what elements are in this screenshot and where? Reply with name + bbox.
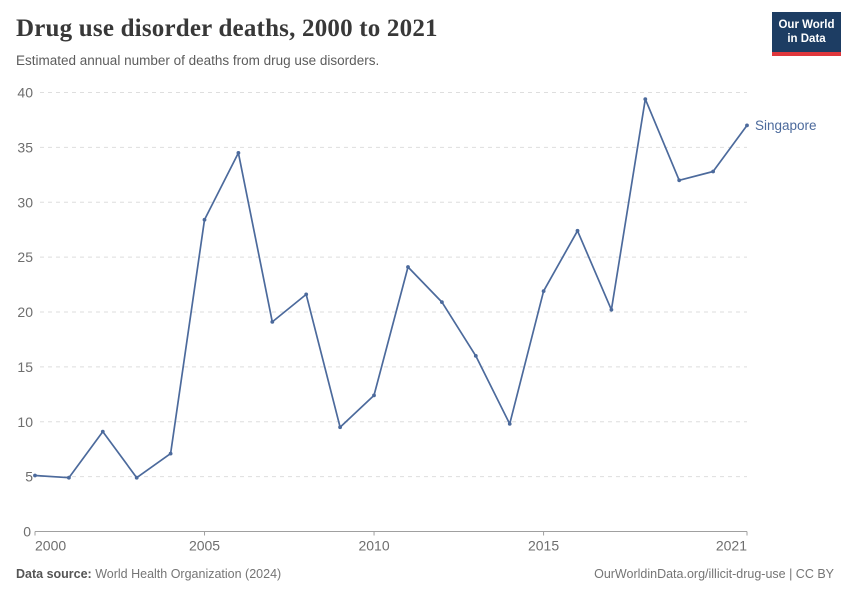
data-point[interactable] [575,228,580,233]
data-point[interactable] [677,178,682,183]
chart-footer: Data source: World Health Organization (… [16,567,834,581]
data-point[interactable] [473,354,478,358]
x-axis-tick-label: 2021 [716,538,747,554]
data-point[interactable] [711,169,715,174]
owid-logo-text: Our World in Data [772,12,841,52]
data-point[interactable] [100,429,105,434]
data-point[interactable] [304,292,309,297]
data-point[interactable] [609,307,614,312]
data-point[interactable] [202,217,207,222]
x-axis-tick-label: 2015 [528,538,559,554]
data-source-label: Data source: [16,567,92,581]
data-point[interactable] [507,422,512,426]
y-axis-tick-label: 5 [25,469,33,485]
data-point[interactable] [541,289,546,293]
data-source-text: World Health Organization (2024) [91,567,282,581]
data-point[interactable] [406,265,410,269]
data-point[interactable] [134,475,139,480]
chart-title: Drug use disorder deaths, 2000 to 2021 [16,15,438,42]
data-point[interactable] [372,393,376,398]
x-axis: 2000 2005 2010 2015 2021 [34,531,748,554]
y-axis-tick-label: 30 [17,194,33,210]
data-point[interactable] [440,300,444,304]
y-axis-tick-label: 25 [17,249,33,265]
y-axis-tick-label: 10 [17,414,33,430]
data-point[interactable] [643,97,648,101]
entity-label-singapore[interactable]: Singapore [755,118,817,133]
y-axis-tick-label: 40 [17,85,33,101]
x-axis-tick-label: 2005 [189,538,220,554]
data-source: Data source: World Health Organization (… [16,567,281,581]
owid-logo-red-strip [772,51,841,56]
x-axis-tick-label: 2010 [358,538,389,554]
chart-header: Drug use disorder deaths, 2000 to 2021 E… [16,15,756,68]
data-point[interactable] [168,451,173,456]
data-line-singapore[interactable] [34,98,748,479]
chart-subtitle: Estimated annual number of deaths from d… [16,52,380,68]
y-axis-tick-label: 0 [23,524,31,540]
footer-link[interactable]: OurWorldinData.org/illicit-drug-use | CC… [594,567,834,581]
x-axis-tick-label: 2000 [35,538,66,554]
owid-logo[interactable]: Our World in Data [772,12,841,56]
y-axis-tick-label: 15 [17,359,33,375]
owid-logo-line1: Our World [778,19,835,31]
data-point[interactable] [33,473,37,478]
data-point-markers [33,97,749,480]
y-axis-tick-label: 35 [17,139,33,155]
data-point[interactable] [338,425,342,430]
owid-logo-line2: in Data [787,33,826,46]
y-gridlines: 0 5 10 15 20 25 30 35 40 [17,85,747,540]
y-axis-tick-label: 20 [17,304,33,320]
data-point[interactable] [67,475,71,480]
data-point[interactable] [745,123,749,128]
data-point[interactable] [236,151,241,155]
data-point[interactable] [270,320,275,324]
